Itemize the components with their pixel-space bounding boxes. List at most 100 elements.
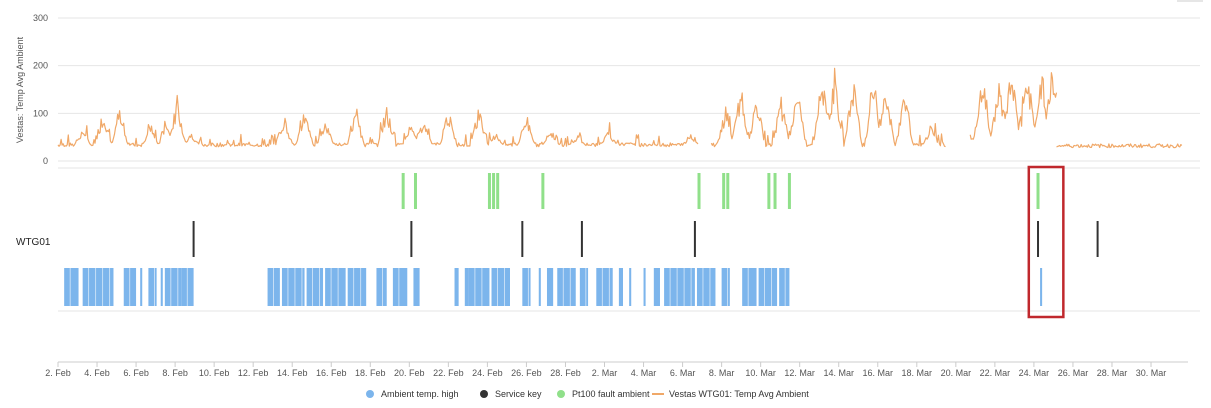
ambient-temp-high-block-29 bbox=[653, 268, 660, 306]
service-key-event-3 bbox=[580, 221, 583, 257]
legend-marker-2 bbox=[557, 390, 565, 398]
x-tick-label-14: 2. Mar bbox=[592, 368, 618, 378]
events-layer: WTG01 bbox=[16, 165, 1099, 319]
highlight-box bbox=[1027, 165, 1065, 319]
ambient-temp-high-block-16 bbox=[454, 268, 459, 306]
temp-line-layer bbox=[57, 67, 1183, 149]
x-tick-label-11: 24. Feb bbox=[472, 368, 503, 378]
x-axis: 2. Feb 4. Feb 6. Feb 8. Feb 10. Feb 12. Feb 14… bbox=[45, 361, 1188, 378]
ambient-temp-high-block-14 bbox=[392, 268, 408, 306]
x-tick-label-16: 6. Mar bbox=[670, 368, 696, 378]
grid-layer: 0 100 200 300 Vestas: Temp Avg Ambient bbox=[15, 13, 1200, 312]
x-tick-label-9: 20. Feb bbox=[394, 368, 425, 378]
pt100-fault-ambient-event-12 bbox=[1036, 173, 1040, 209]
ambient-temp-high-block-26 bbox=[618, 268, 623, 306]
x-tick-label-13: 28. Feb bbox=[550, 368, 581, 378]
x-tick-label-23: 20. Mar bbox=[941, 368, 972, 378]
ambient-temp-high-block-27 bbox=[629, 268, 632, 306]
ambient-temp-high-block-10 bbox=[306, 268, 324, 306]
ambient-temp-high-block-18 bbox=[468, 268, 490, 306]
ambient-temp-high-block-25 bbox=[596, 268, 613, 306]
y-tick-label-0: 0 bbox=[43, 156, 48, 166]
legend: Ambient temp. high Service key Pt100 fault… bbox=[366, 389, 809, 399]
ambient-temp-high-block-6 bbox=[164, 268, 182, 306]
y-tick-label-1: 100 bbox=[33, 108, 48, 118]
x-tick-label-6: 14. Feb bbox=[277, 368, 308, 378]
legend-label-2: Pt100 fault ambient bbox=[572, 389, 650, 399]
toolbar-handle[interactable] bbox=[1177, 0, 1203, 2]
ambient-temp-high-block-33 bbox=[742, 268, 757, 306]
temp-line-segment-2 bbox=[969, 72, 1058, 140]
pt100-fault-ambient-event-11 bbox=[787, 173, 791, 209]
legend-label-1: Service key bbox=[495, 389, 542, 399]
ambient-temp-high-block-15 bbox=[413, 268, 420, 306]
ambient-temp-high-block-5 bbox=[160, 268, 163, 306]
pt100-fault-ambient-event-5 bbox=[541, 173, 545, 209]
temp-line-segment-3 bbox=[1056, 143, 1183, 149]
pt100-fault-ambient-event-4 bbox=[496, 173, 500, 209]
ambient-temp-high-block-30 bbox=[664, 268, 695, 306]
ambient-temp-high-block-19 bbox=[491, 268, 510, 306]
x-tick-label-24: 22. Mar bbox=[980, 368, 1011, 378]
ambient-temp-high-block-9 bbox=[281, 268, 305, 306]
x-tick-label-2: 6. Feb bbox=[123, 368, 149, 378]
legend-marker-1 bbox=[480, 390, 488, 398]
ambient-temp-high-block-0 bbox=[64, 268, 79, 306]
ambient-temp-high-block-34 bbox=[758, 268, 778, 306]
pt100-fault-ambient-event-0 bbox=[401, 173, 405, 209]
service-key-event-1 bbox=[410, 221, 413, 257]
x-tick-label-26: 26. Mar bbox=[1058, 368, 1089, 378]
x-tick-label-21: 16. Mar bbox=[863, 368, 894, 378]
service-key-event-4 bbox=[693, 221, 696, 257]
pt100-fault-ambient-event-7 bbox=[722, 173, 726, 209]
x-tick-label-17: 8. Mar bbox=[709, 368, 735, 378]
x-tick-label-15: 4. Mar bbox=[631, 368, 657, 378]
legend-label-0: Ambient temp. high bbox=[381, 389, 459, 399]
ambient-temp-high-block-1 bbox=[82, 268, 114, 306]
pt100-fault-ambient-event-10 bbox=[773, 173, 777, 209]
service-key-event-5 bbox=[1037, 221, 1040, 257]
pt100-fault-ambient-event-3 bbox=[492, 173, 496, 209]
y-axis-title: Vestas: Temp Avg Ambient bbox=[15, 36, 25, 143]
pt100-fault-ambient-event-6 bbox=[697, 173, 701, 209]
ambient-temp-high-block-11 bbox=[325, 268, 346, 306]
pt100-fault-ambient-event-1 bbox=[413, 173, 417, 209]
ambient-temp-high-block-31 bbox=[696, 268, 716, 306]
y-tick-label-2: 200 bbox=[33, 61, 48, 71]
ambient-temp-high-block-35 bbox=[779, 268, 790, 306]
pt100-fault-ambient-event-9 bbox=[767, 173, 771, 209]
x-tick-label-1: 4. Feb bbox=[84, 368, 110, 378]
ambient-temp-high-block-28 bbox=[643, 268, 646, 306]
x-tick-label-7: 16. Feb bbox=[316, 368, 347, 378]
x-tick-label-28: 30. Mar bbox=[1136, 368, 1167, 378]
ambient-temp-high-block-24 bbox=[579, 268, 589, 306]
service-key-event-0 bbox=[192, 221, 195, 257]
ambient-temp-high-block-32 bbox=[721, 268, 730, 306]
legend-marker-0 bbox=[366, 390, 374, 398]
x-tick-label-22: 18. Mar bbox=[902, 368, 933, 378]
ambient-temp-high-block-21 bbox=[538, 268, 541, 306]
service-key-event-2 bbox=[521, 221, 524, 257]
x-tick-label-18: 10. Mar bbox=[745, 368, 776, 378]
y-tick-label-3: 300 bbox=[33, 13, 48, 23]
ambient-temp-high-block-23 bbox=[557, 268, 576, 306]
x-tick-label-3: 8. Feb bbox=[162, 368, 188, 378]
x-tick-label-0: 2. Feb bbox=[45, 368, 71, 378]
ambient-temp-high-block-3 bbox=[140, 268, 143, 306]
ambient-temp-high-block-13 bbox=[376, 268, 387, 306]
x-tick-label-19: 12. Mar bbox=[784, 368, 815, 378]
ambient-temp-high-block-4 bbox=[148, 268, 157, 306]
x-tick-label-25: 24. Mar bbox=[1019, 368, 1050, 378]
temp-line-segment-0 bbox=[57, 94, 699, 148]
ambient-temp-high-block-20 bbox=[522, 268, 531, 306]
x-tick-label-20: 14. Mar bbox=[823, 368, 854, 378]
row-label-wtg01: WTG01 bbox=[16, 237, 51, 248]
temp-line-segment-1 bbox=[710, 67, 946, 148]
pt100-fault-ambient-event-8 bbox=[726, 173, 730, 209]
x-tick-label-10: 22. Feb bbox=[433, 368, 464, 378]
pt100-fault-ambient-event-2 bbox=[487, 173, 491, 209]
legend-label-3: Vestas WTG01: Temp Avg Ambient bbox=[669, 389, 809, 399]
x-tick-label-8: 18. Feb bbox=[355, 368, 386, 378]
x-tick-label-12: 26. Feb bbox=[511, 368, 542, 378]
